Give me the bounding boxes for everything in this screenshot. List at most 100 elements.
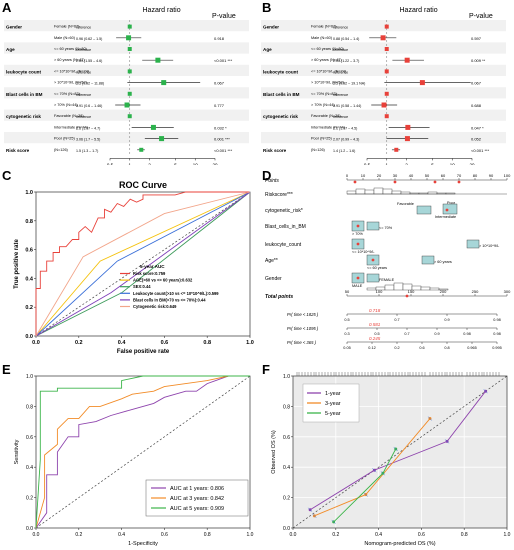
p-value: <0.001 *** [214,148,233,153]
variable-label: Gender [263,25,279,30]
axis-tick-label: 0.7 [404,332,409,336]
error-mark [363,492,368,497]
axis-tick-label: 0.98 [493,332,500,336]
group-label: (N=126) [311,148,326,152]
axis-tick-label: 0.995 [492,346,502,350]
point-marker [433,180,437,184]
legend-entry: 5-year [325,411,341,417]
group-label: Male (N=60) [54,36,76,40]
predicted-probability: 0.581 [369,322,381,327]
group-label: Favorable (N=28) [311,114,341,118]
p-value: <0.001 *** [471,148,490,153]
hr-marker [139,147,144,152]
variable-label: leukocyte count [263,69,298,74]
category-box [466,239,480,249]
hr-text: 2.69 (1.55 – 4.6) [76,59,102,63]
legend-box [145,479,249,517]
variable-label: Risk score [263,148,287,153]
x-tick-label: 0.8 [461,532,468,538]
reference-marker [127,69,132,74]
p-value: 0.067 [471,81,482,86]
hr-text: 1.5 (1.3 – 1.7) [76,149,98,153]
p-value: 0.597 [471,36,482,41]
variable-label: Gender [6,25,22,30]
p-value: 0.009 ** [471,58,486,63]
x-tick-label: 0.5 [107,162,114,165]
axis-tick-label: 0.9 [444,318,449,322]
x-axis-label: Nomogram-predicted OS (%) [364,541,435,547]
reference-text: reference [76,93,91,97]
hist-bar [346,190,357,195]
x-tick-label: 0.8 [204,532,211,538]
hist-bar [373,187,384,195]
hr-text: 3.3 (0.92 – 11.88) [76,82,104,86]
y-tick-label: 0.4 [283,465,290,471]
variable-label: cytogenetic risk [263,114,298,119]
hr-text: 0.88 (0.54 – 1.4) [333,37,359,41]
axis-tick-label: 80 [473,173,478,178]
p-value: 0.001 *** [214,137,230,142]
x-axis-label: False positive rate [117,349,170,355]
group-label: > 60 years (N=47) [311,58,342,62]
x-tick-label: 0.2 [332,532,339,538]
axis-tick-label: 50 [425,173,430,178]
reference-text: reference [76,48,91,52]
nomogram-row-label: Riskscore*** [265,192,293,198]
series-line [35,375,250,529]
hr-marker [404,57,410,63]
point-marker [356,276,360,280]
group-label: <= 70% (N=83) [311,92,338,96]
hr-text: 2.3 (1.07 – 4.7) [76,126,100,130]
series-line [309,390,486,511]
legend-entry: Blast cells in BM(>70 vs <= 70%):0.44 [133,297,206,302]
hr-marker [404,136,410,142]
axis-tick-label: 70 [457,173,462,178]
group-label: <= 60 years (N=80) [311,47,345,51]
reference-text: reference [333,93,348,97]
variable-label: cytogenetic risk [6,114,41,119]
axis-tick-label: 0.98 [493,318,500,322]
p-value: 0.918 [214,36,225,41]
row-band [261,109,506,121]
hist-bar [429,287,440,291]
reference-text: reference [333,26,348,30]
series-line [35,191,250,336]
group-label: > 70% (N=44) [311,103,335,107]
y-tick-label: 0.4 [25,276,34,282]
x-tick-label: 0.4 [375,532,382,538]
legend-entry: AUC at 1 years: 0.806 [170,486,224,492]
x-tick-label: 1 [128,162,131,165]
hr-marker [394,147,399,152]
y-axis-label: Observed OS (%) [271,430,277,474]
p-value: 0.047 * [471,125,484,130]
error-mark [483,389,488,394]
panel-f-label: F [262,362,270,377]
group-label: > 60 years (N=47) [54,58,85,62]
hr-text: 3.5 (0.92 – 19.1 NA) [333,82,365,86]
x-tick-label: 0.6 [161,532,168,538]
probability-label: Pr( time < 365 ) [287,340,317,345]
category-label: Poor [447,201,456,205]
plot-frame [292,375,508,529]
error-mark [427,416,433,421]
x-tick-label: 10 [450,162,456,165]
axis-tick-label: 0.5 [344,318,349,322]
series-line [35,375,250,529]
panel-d-label: D [262,168,272,183]
group-label: <= 70% (N=83) [54,92,81,96]
hr-marker [124,102,130,108]
category-box [421,255,435,265]
x-tick-label: 0.0 [33,532,40,538]
reference-marker [384,69,389,74]
x-tick-label: 1 [385,162,388,165]
error-mark [393,446,398,452]
series-line [35,191,251,337]
hr-marker [161,80,167,86]
hr-marker [380,35,386,41]
row-band [261,20,506,32]
nomogram-row-label: Gender [265,276,282,282]
reference-text: reference [76,26,91,30]
y-tick-label: 0.0 [26,526,33,532]
axis-tick-label: 0.12 [368,346,375,350]
